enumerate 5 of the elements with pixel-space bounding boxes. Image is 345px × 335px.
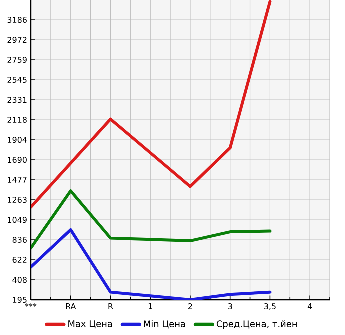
legend-label: Min Цена (144, 320, 186, 329)
legend-label: Сред.Цена, т.йен (216, 320, 297, 330)
line-series (31, 228, 272, 300)
legend-label: Max Цена (68, 320, 112, 329)
line-series (31, 190, 272, 250)
